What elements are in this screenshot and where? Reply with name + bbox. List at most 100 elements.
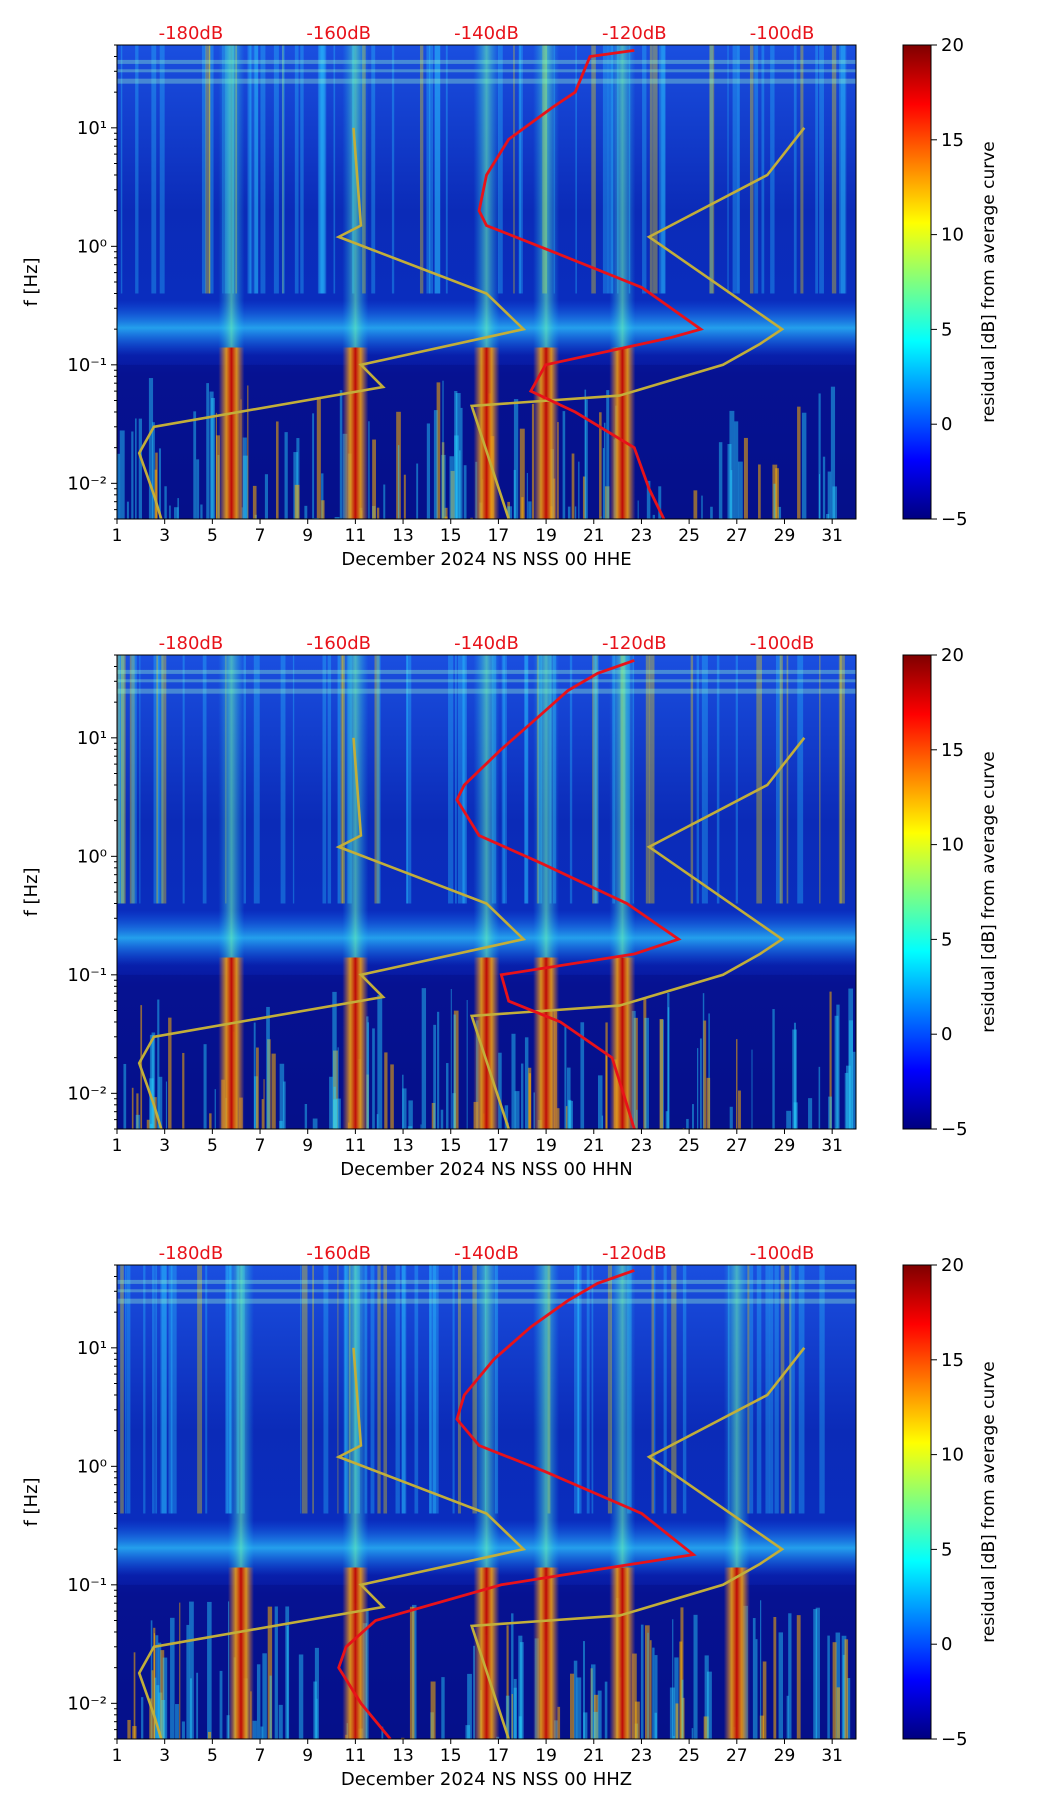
low-frequency-streak bbox=[691, 1728, 694, 1739]
high-frequency-streak bbox=[426, 45, 431, 294]
high-frequency-streak bbox=[273, 45, 279, 294]
x-tick-label: 23 bbox=[631, 1746, 653, 1766]
low-frequency-streak bbox=[571, 453, 575, 519]
high-frequency-streak bbox=[376, 655, 381, 904]
low-frequency-streak bbox=[316, 396, 321, 519]
event-column bbox=[342, 957, 369, 1129]
y-tick-label: 10¹ bbox=[77, 118, 107, 139]
x-axis-label: December 2024 NS NSS 00 HHZ bbox=[341, 1769, 632, 1790]
high-frequency-streak bbox=[155, 1265, 158, 1514]
high-frequency-streak bbox=[749, 1265, 754, 1514]
low-frequency-streak bbox=[504, 1105, 509, 1129]
x-axis-label: December 2024 NS NSS 00 HHE bbox=[341, 549, 631, 570]
low-frequency-streak bbox=[127, 1719, 131, 1739]
low-frequency-streak bbox=[146, 1119, 150, 1129]
high-frequency-streak bbox=[370, 1265, 375, 1514]
y-tick-label: 10⁻² bbox=[67, 1693, 107, 1714]
top-db-label: -140dB bbox=[454, 23, 519, 44]
low-frequency-streak bbox=[153, 1677, 157, 1739]
low-frequency-streak bbox=[117, 453, 121, 519]
colorbar-tick-label: 20 bbox=[941, 1255, 964, 1276]
colorbar-tick-label: 10 bbox=[941, 835, 964, 856]
low-frequency-streak bbox=[793, 1102, 798, 1129]
x-tick-label: 17 bbox=[488, 1136, 510, 1156]
high-frequency-streak bbox=[701, 655, 704, 904]
low-frequency-streak bbox=[601, 1115, 604, 1129]
low-frequency-streak bbox=[441, 1677, 445, 1739]
high-frequency-streak bbox=[205, 1265, 208, 1514]
low-frequency-streak bbox=[818, 393, 821, 519]
low-frequency-streak bbox=[372, 1028, 375, 1129]
low-frequency-streak bbox=[835, 1632, 841, 1739]
x-tick-label: 15 bbox=[440, 1136, 462, 1156]
x-tick-label: 23 bbox=[631, 1136, 653, 1156]
low-frequency-streak bbox=[644, 1017, 649, 1129]
colorbar-tick-label: 0 bbox=[941, 414, 952, 435]
colorbar-label: residual [dB] from average curve bbox=[979, 751, 999, 1032]
low-frequency-streak bbox=[743, 437, 748, 519]
y-tick-label: 10⁻¹ bbox=[67, 355, 107, 376]
top-db-label: -140dB bbox=[454, 1243, 519, 1264]
low-frequency-streak bbox=[211, 397, 215, 519]
high-frequency-streak bbox=[337, 1265, 339, 1514]
low-frequency-streak bbox=[604, 486, 610, 519]
low-frequency-streak bbox=[153, 1633, 156, 1739]
colorbar-tick-label: 5 bbox=[941, 929, 952, 950]
high-frequency-streak bbox=[840, 45, 847, 294]
colorbar-tick-label: −5 bbox=[941, 1729, 968, 1750]
low-frequency-streak bbox=[819, 474, 821, 519]
y-tick-label: 10⁻¹ bbox=[67, 965, 107, 986]
high-frequency-streak bbox=[401, 1265, 406, 1514]
x-tick-label: 21 bbox=[583, 1746, 605, 1766]
low-frequency-streak bbox=[634, 1701, 640, 1739]
low-frequency-streak bbox=[605, 1053, 607, 1129]
low-frequency-streak bbox=[760, 1600, 762, 1739]
low-frequency-streak bbox=[667, 992, 670, 1129]
low-frequency-streak bbox=[703, 1020, 707, 1129]
high-frequency-streak bbox=[780, 1265, 785, 1514]
high-frequency-streak bbox=[457, 1265, 461, 1514]
low-frequency-streak bbox=[604, 1681, 608, 1739]
low-frequency-streak bbox=[276, 421, 279, 519]
low-frequency-streak bbox=[321, 500, 325, 519]
low-frequency-streak bbox=[136, 1093, 139, 1129]
low-frequency-streak bbox=[752, 1618, 756, 1739]
high-frequency-streak bbox=[663, 1265, 667, 1514]
low-frequency-streak bbox=[433, 410, 438, 519]
high-frequency-streak bbox=[322, 655, 327, 904]
top-db-scale: -180dB -160dB -140dB -120dB -100dB bbox=[159, 23, 815, 44]
x-tick-label: 19 bbox=[535, 1746, 557, 1766]
low-frequency-streak bbox=[703, 1716, 709, 1739]
high-frequency-streak bbox=[513, 45, 515, 294]
high-frequency-streak bbox=[383, 1265, 388, 1514]
high-frequency-streak bbox=[131, 655, 137, 904]
high-frequency-streak bbox=[254, 45, 259, 294]
high-frequency-streak bbox=[645, 655, 650, 904]
colorbar-tick-label: 0 bbox=[941, 1024, 952, 1045]
y-axis: 10⁻² 10⁻¹ 10⁰ 10¹ f [Hz] bbox=[21, 654, 117, 1130]
high-frequency-streak bbox=[518, 45, 521, 294]
low-frequency-streak bbox=[126, 501, 129, 519]
low-frequency-streak bbox=[573, 1660, 578, 1739]
y-tick-label: 10⁰ bbox=[77, 236, 107, 257]
event-column bbox=[533, 347, 560, 519]
x-tick-label: 29 bbox=[774, 526, 796, 546]
high-frequency-streak bbox=[139, 655, 141, 904]
high-frequency-streak bbox=[120, 45, 123, 294]
high-frequency-streak bbox=[457, 655, 464, 904]
colorbar: −5 0 5 10 15 20 residual [dB] from average cur… bbox=[902, 645, 999, 1140]
low-frequency-streak bbox=[437, 1011, 440, 1129]
top-db-label: -120dB bbox=[602, 23, 667, 44]
high-frequency-streak bbox=[839, 655, 845, 904]
colorbar: −5 0 5 10 15 20 residual [dB] from average cur… bbox=[902, 35, 999, 530]
x-tick-label: 7 bbox=[255, 1136, 266, 1156]
low-frequency-streak bbox=[675, 1703, 679, 1739]
low-frequency-streak bbox=[667, 1007, 670, 1129]
x-tick-label: 15 bbox=[440, 1746, 462, 1766]
high-frequency-streak bbox=[156, 655, 158, 904]
low-frequency-streak bbox=[283, 1081, 286, 1129]
low-frequency-streak bbox=[436, 382, 441, 519]
low-frequency-streak bbox=[777, 506, 782, 519]
low-frequency-streak bbox=[440, 1109, 444, 1129]
